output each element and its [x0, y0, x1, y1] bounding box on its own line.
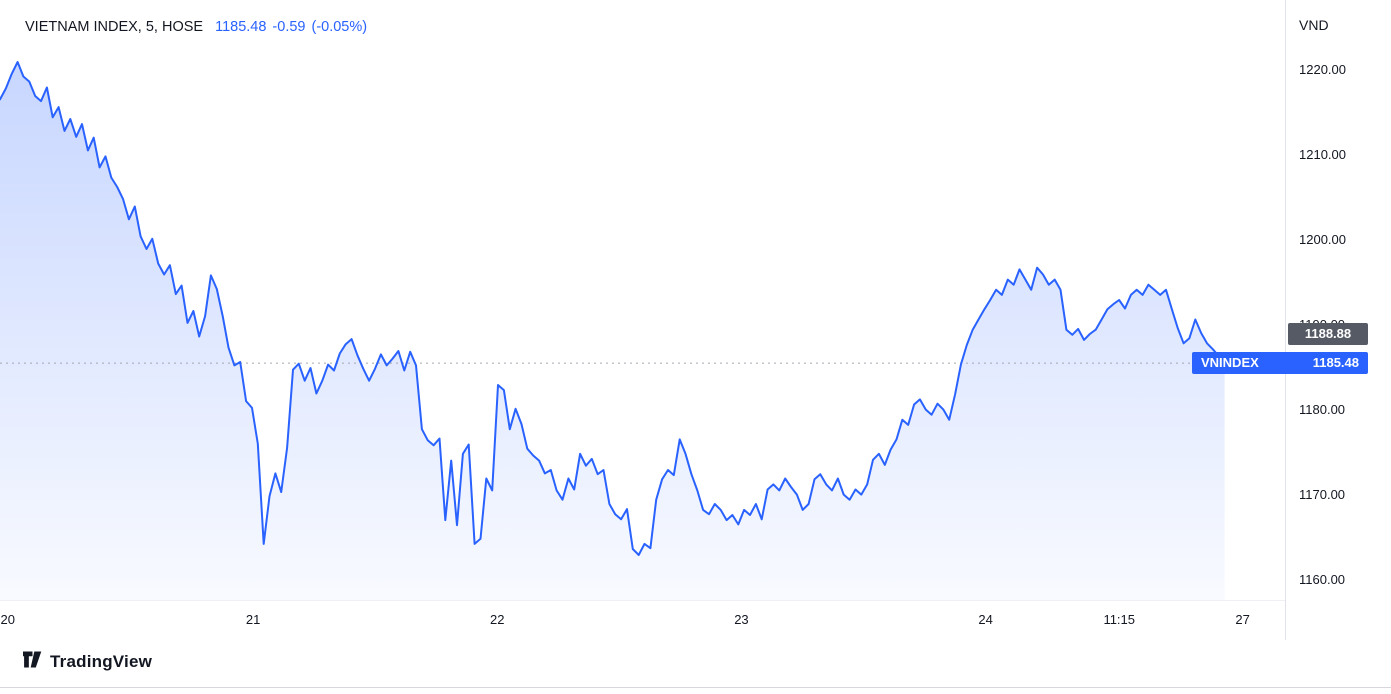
series-area-fill — [0, 62, 1225, 600]
y-axis-label: 1210.00 — [1299, 146, 1346, 162]
last-price-badge-value: 1185.48 — [1312, 355, 1359, 371]
legend-change: -0.59 — [272, 19, 306, 35]
y-axis-label: 1170.00 — [1299, 486, 1346, 502]
reference-price-badge: 1188.88 — [1288, 323, 1368, 346]
x-axis-label: 20 — [0, 612, 15, 627]
x-axis-label: 23 — [734, 612, 749, 627]
price-axis[interactable]: VND 1160.001170.001180.001190.001200.001… — [1285, 0, 1391, 640]
legend-change-percent: (-0.05%) — [311, 19, 368, 35]
legend-last-price: 1185.48 — [215, 19, 267, 35]
symbol-title[interactable]: VIETNAM INDEX, 5, HOSE — [25, 19, 204, 35]
x-axis-label: 27 — [1235, 612, 1250, 627]
last-price-badge-symbol: VNINDEX — [1201, 355, 1259, 371]
tradingview-attribution[interactable]: TradingView — [23, 651, 152, 673]
time-axis[interactable]: 20 21 22 23 24 11:15 27 — [0, 600, 1285, 640]
symbol-legend: VIETNAM INDEX, 5, HOSE 1185.48 -0.59 (-0.05… — [25, 19, 373, 35]
tradingview-logo-text: TradingView — [50, 652, 153, 671]
x-axis-label: 11:15 — [1103, 612, 1136, 627]
price-series-line — [0, 61, 1226, 556]
y-axis-label: 1160.00 — [1299, 571, 1346, 587]
y-axis-label: 1200.00 — [1299, 231, 1346, 247]
bottom-divider — [0, 687, 1391, 688]
x-axis-label: 21 — [245, 612, 261, 627]
price-chart-canvas[interactable] — [0, 0, 1285, 600]
last-price-badge: VNINDEX 1185.48 — [1192, 352, 1368, 375]
y-axis-label: 1220.00 — [1299, 61, 1346, 77]
x-axis-label: 24 — [978, 612, 993, 627]
currency-label: VND — [1299, 17, 1329, 33]
y-axis-label: 1180.00 — [1299, 401, 1346, 417]
tradingview-logo-icon — [23, 651, 42, 673]
x-axis-label: 22 — [490, 612, 505, 627]
